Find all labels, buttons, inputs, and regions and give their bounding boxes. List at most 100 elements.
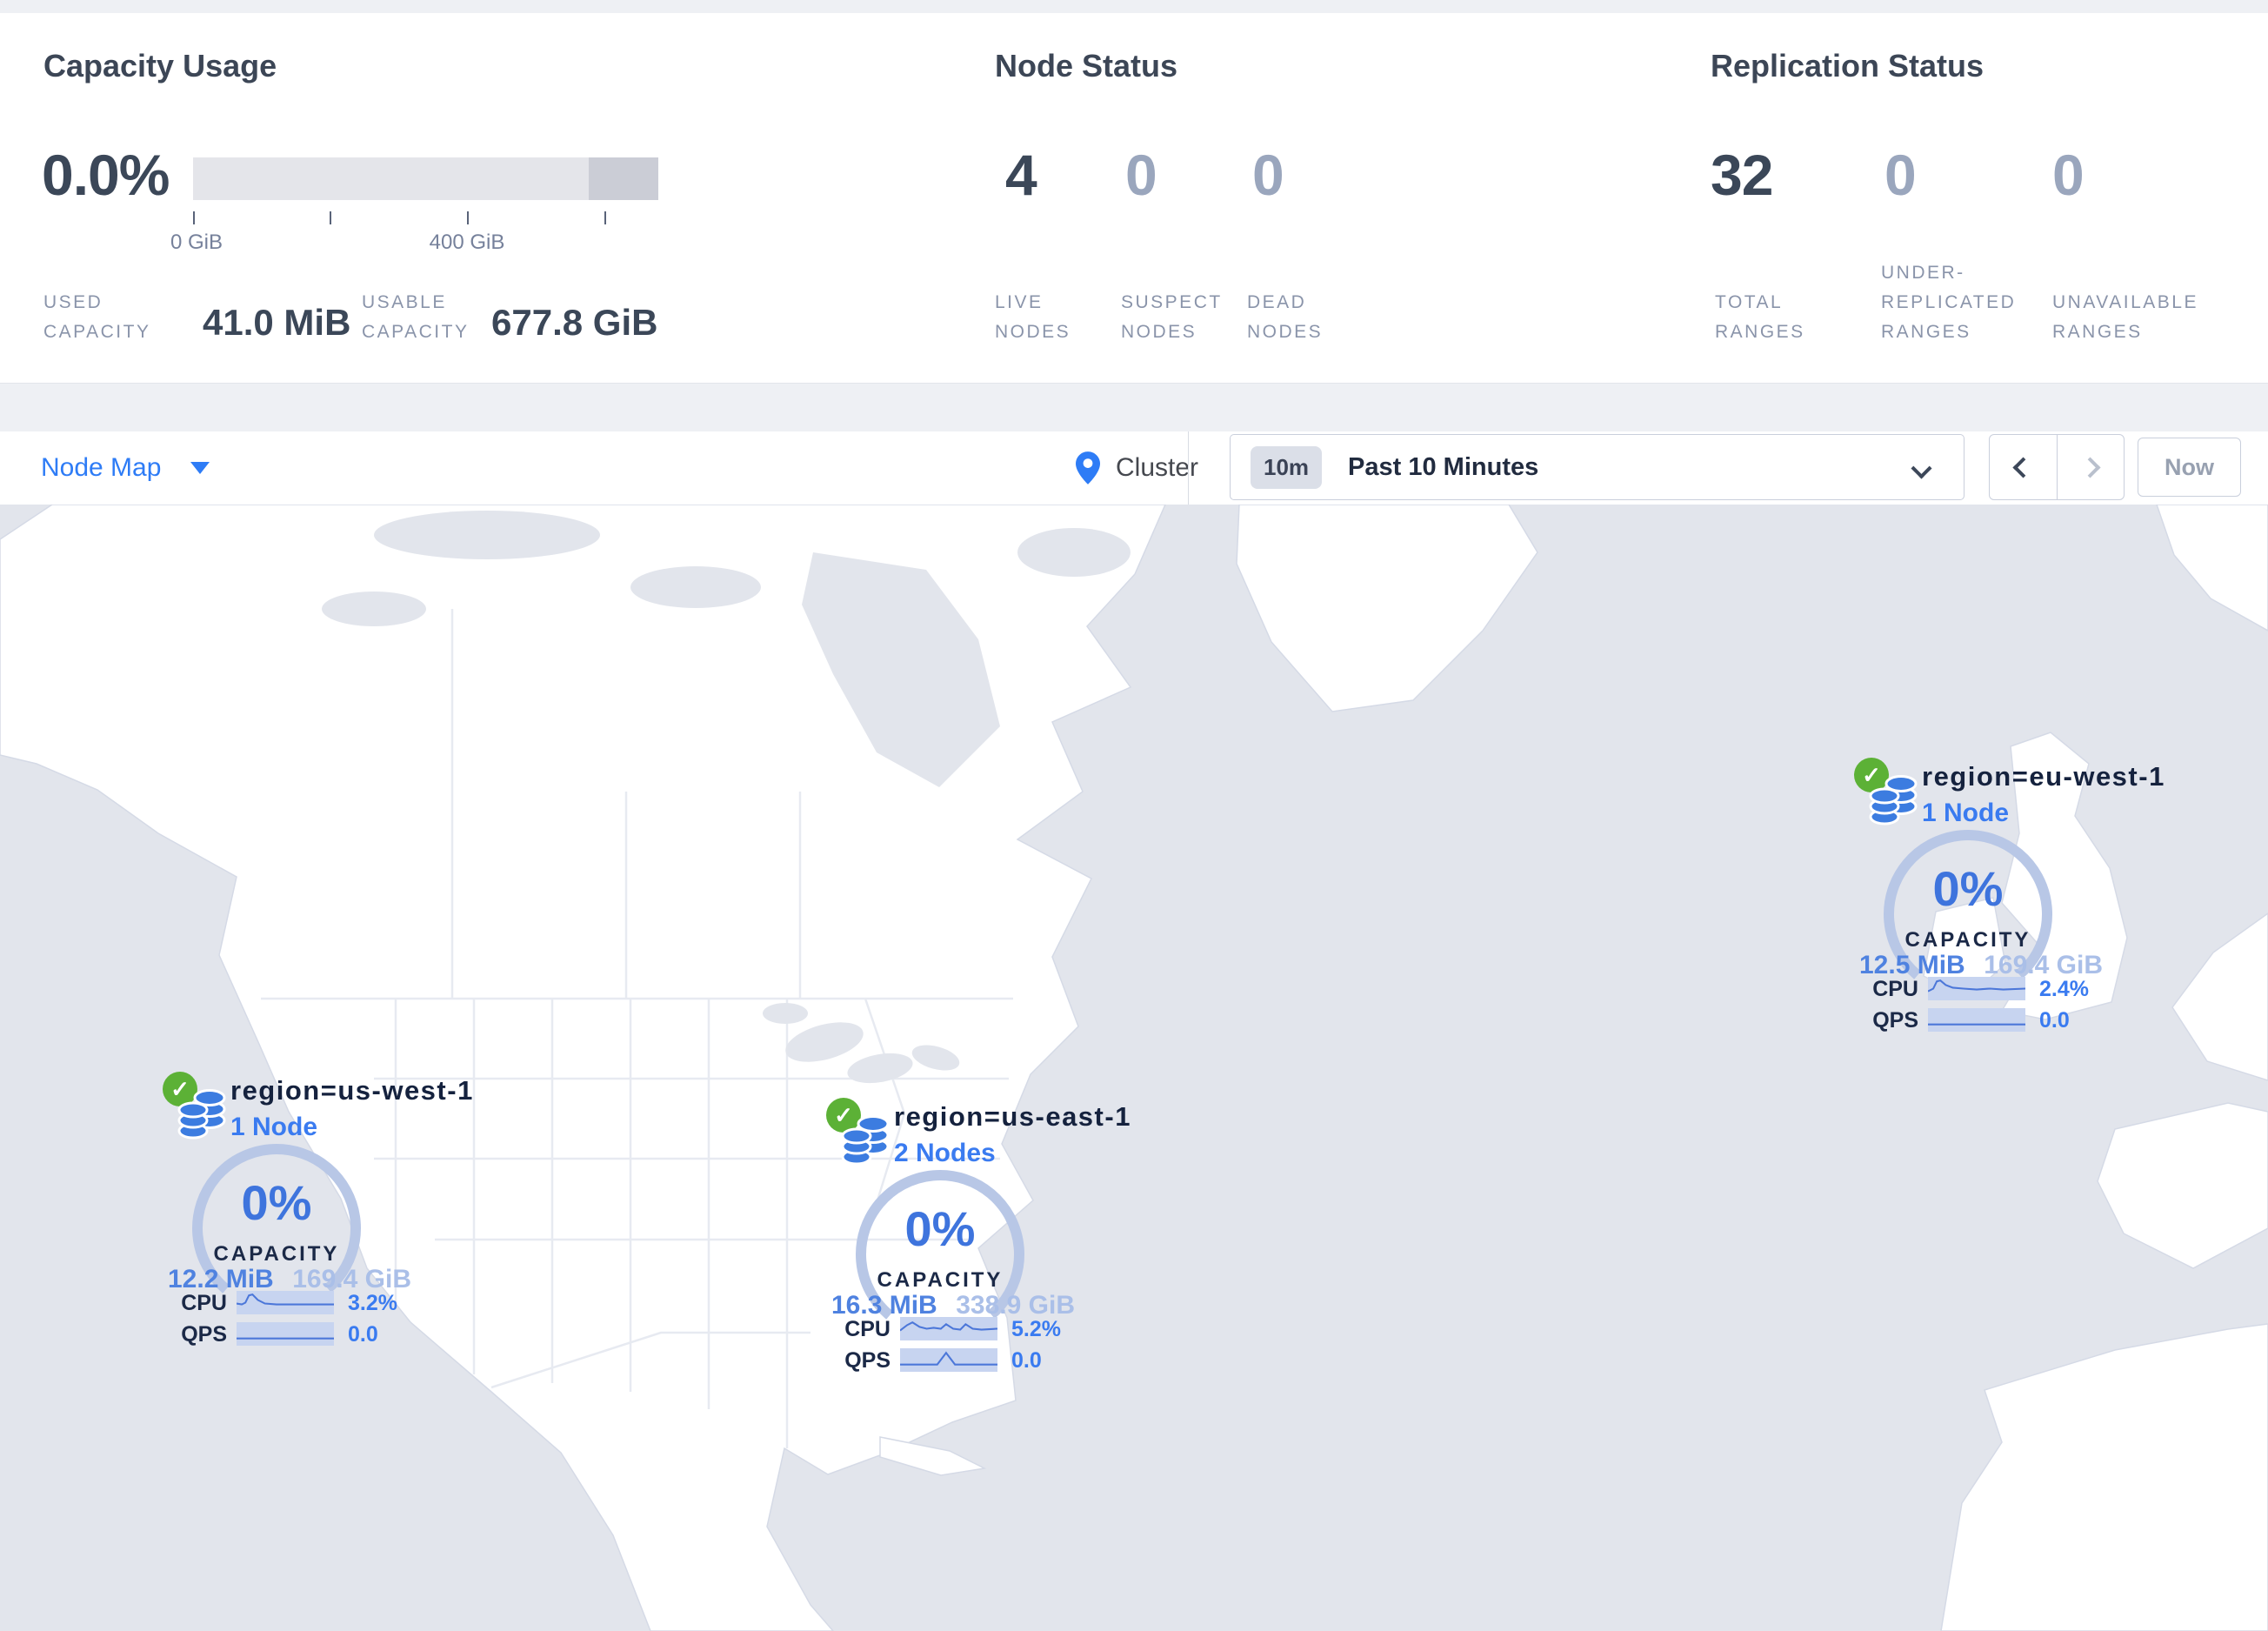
time-step-controls <box>1989 434 2125 500</box>
landmass-north-america <box>0 505 1166 1631</box>
region-label[interactable]: region=us-west-1 <box>230 1075 474 1106</box>
region-total-capacity: 338.9 GiB <box>956 1291 1075 1320</box>
time-step-forward-button[interactable] <box>2056 435 2125 499</box>
landmass-iberia <box>2097 1102 2268 1269</box>
chevron-right-icon <box>2079 456 2101 478</box>
qps-sparkline <box>237 1322 334 1346</box>
breadcrumb[interactable]: Cluster <box>1076 431 1198 505</box>
cpu-label: CPU <box>181 1291 227 1315</box>
chevron-down-icon <box>1911 458 1932 479</box>
axis-tick-label: 400 GiB <box>429 231 505 254</box>
qps-value: 0.0 <box>2039 1008 2070 1033</box>
suspect-nodes-count: 0 <box>1125 143 1157 207</box>
qps-label: QPS <box>1872 1008 1918 1033</box>
axis-tick <box>467 211 469 224</box>
dead-nodes-label: DEAD NODES <box>1247 292 1324 342</box>
used-capacity-label: USED CAPACITY <box>43 292 151 342</box>
landmass-scandinavia <box>2156 505 2268 632</box>
live-nodes-count: 4 <box>1005 143 1037 207</box>
capacity-bar <box>193 157 658 200</box>
suspect-nodes-label: SUSPECT NODES <box>1121 292 1223 342</box>
time-step-back-button[interactable] <box>1990 435 2057 499</box>
state-borders <box>261 609 1013 1448</box>
total-ranges-label: TOTAL RANGES <box>1715 292 1805 342</box>
usable-capacity-label: USABLE CAPACITY <box>362 292 470 342</box>
cpu-value: 5.2% <box>1011 1317 1061 1341</box>
cpu-label: CPU <box>844 1317 891 1341</box>
live-nodes-label: LIVE NODES <box>995 292 1071 342</box>
toolbar-divider <box>1188 431 1189 505</box>
qps-sparkline <box>900 1348 997 1372</box>
region-used-capacity: 12.2 MiB <box>168 1265 274 1293</box>
qps-value: 0.0 <box>348 1322 378 1347</box>
capacity-gauge-arc <box>192 1144 361 1313</box>
arctic-channel <box>630 566 761 608</box>
under-replicated-label: UNDER- REPLICATED RANGES <box>1881 263 2017 342</box>
total-ranges-count: 32 <box>1711 143 1773 207</box>
gauge-caption: CAPACITY <box>877 1268 1004 1292</box>
chevron-left-icon <box>2012 456 2034 478</box>
node-count-link[interactable]: 1 Node <box>1922 799 2010 827</box>
node-count-link[interactable]: 1 Node <box>230 1113 318 1141</box>
qps-value: 0.0 <box>1011 1348 1042 1373</box>
landmass-cuba <box>879 1436 987 1476</box>
cpu-label: CPU <box>1872 977 1918 1001</box>
qps-label: QPS <box>844 1348 891 1373</box>
caret-down-icon <box>190 462 210 474</box>
cpu-sparkline <box>900 1317 997 1340</box>
gauge-caption: CAPACITY <box>213 1242 340 1266</box>
view-selector-dropdown[interactable]: Node Map <box>41 431 210 505</box>
cpu-sparkline <box>237 1291 334 1314</box>
usable-capacity-value: 677.8 GiB <box>491 302 658 343</box>
capacity-usage-title: Capacity Usage <box>43 48 277 84</box>
node-status-title: Node Status <box>995 48 1178 84</box>
arctic-channel <box>322 592 426 626</box>
healthy-check-icon: ✓ <box>1854 758 1889 792</box>
arctic-channel <box>374 511 600 559</box>
time-range-badge: 10m <box>1251 445 1323 489</box>
replication-status-title: Replication Status <box>1711 48 1984 84</box>
landmass-greenland <box>1236 505 1538 712</box>
landmass-france <box>2171 912 2268 1081</box>
region-label[interactable]: region=us-east-1 <box>894 1101 1131 1132</box>
capacity-gauge-arc <box>856 1170 1024 1339</box>
arctic-channel <box>1017 528 1131 577</box>
region-label[interactable]: region=eu-west-1 <box>1922 761 2165 792</box>
axis-tick <box>330 211 331 224</box>
capacity-percent: 0.0% <box>42 143 170 207</box>
view-selector-label: Node Map <box>41 453 162 482</box>
region-total-capacity: 169.4 GiB <box>1984 951 2103 979</box>
gauge-percent: 0% <box>904 1201 976 1256</box>
axis-tick <box>604 211 606 224</box>
dead-nodes-count: 0 <box>1252 143 1284 207</box>
time-range-label: Past 10 Minutes <box>1348 452 1539 481</box>
unavailable-label: UNAVAILABLE RANGES <box>2052 292 2198 342</box>
world-map <box>0 505 2268 1631</box>
node-map: ✓ region=us-west-1 1 Node 0% CAPACITY 12… <box>0 505 2268 1631</box>
landmass-north-africa <box>1940 1323 2268 1631</box>
region-marker-eu-west-1[interactable]: ✓ region=eu-west-1 1 Node 0% CAPACITY 12… <box>1852 758 2164 1045</box>
now-button[interactable]: Now <box>2138 438 2241 497</box>
capacity-gauge-arc <box>1884 830 2052 999</box>
time-range-dropdown[interactable]: 10m Past 10 Minutes <box>1230 434 1964 500</box>
database-stack-icon <box>177 1089 226 1140</box>
cpu-value: 3.2% <box>348 1291 397 1315</box>
hudson-bay <box>802 552 1000 787</box>
region-used-capacity: 16.3 MiB <box>831 1291 937 1320</box>
cpu-value: 2.4% <box>2039 977 2089 1001</box>
axis-tick-label: 0 GiB <box>170 231 223 254</box>
qps-label: QPS <box>181 1322 227 1347</box>
region-total-capacity: 169.4 GiB <box>292 1265 411 1293</box>
region-marker-us-east-1[interactable]: ✓ region=us-east-1 2 Nodes 0% CAPACITY 1… <box>824 1098 1130 1385</box>
unavailable-count: 0 <box>2052 143 2085 207</box>
healthy-check-icon: ✓ <box>826 1098 861 1133</box>
region-marker-us-west-1[interactable]: ✓ region=us-west-1 1 Node 0% CAPACITY 12… <box>161 1072 472 1359</box>
gauge-percent: 0% <box>241 1175 312 1230</box>
cpu-sparkline <box>1928 977 2025 1000</box>
healthy-check-icon: ✓ <box>163 1072 197 1106</box>
axis-tick <box>193 211 195 224</box>
used-capacity-value: 41.0 MiB <box>203 302 351 343</box>
node-count-link[interactable]: 2 Nodes <box>894 1139 996 1167</box>
great-lakes <box>763 1003 960 1084</box>
